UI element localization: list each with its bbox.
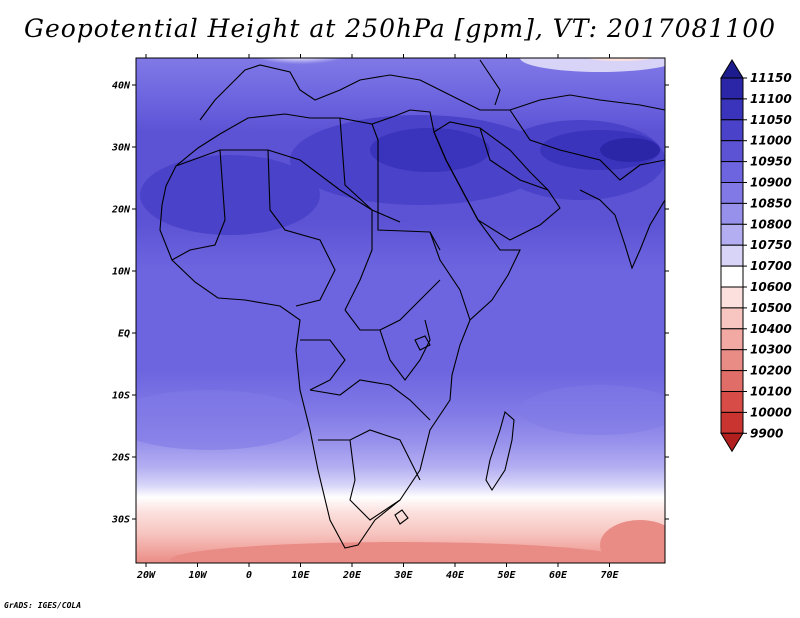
colorbar-swatch — [720, 286, 744, 309]
colorbar-label: 11000 — [750, 134, 792, 148]
map-title: Geopotential Height at 250hPa [gpm], VT:… — [23, 14, 777, 43]
colorbar-label: 10900 — [750, 176, 792, 190]
colorbar-label: 10100 — [750, 385, 792, 399]
lon-label: 20W — [136, 570, 156, 581]
border-6 — [429, 231, 471, 321]
lat-label: 20N — [111, 205, 131, 216]
lake-victoria — [414, 335, 431, 351]
madagascar — [485, 411, 515, 492]
contour-field — [136, 58, 665, 563]
southern-europe — [199, 64, 665, 121]
colorbar-top-arrow — [720, 59, 744, 79]
colorbar-swatch — [720, 411, 744, 434]
colorbar-label: 10400 — [750, 322, 792, 336]
lon-label: 40E — [446, 570, 465, 581]
lat-label: 40N — [112, 81, 131, 92]
lat-label: 10N — [112, 267, 131, 278]
colorbar-swatch — [720, 77, 744, 100]
border-14 — [509, 109, 665, 181]
lat-axis: 40N 30N 20N 10N EQ 10S 20S 30S — [111, 81, 669, 526]
lat-label: 10S — [112, 391, 130, 402]
border-7 — [344, 279, 441, 331]
colorbar: 11150 11100 11050 11000 10950 10900 10850 10800… — [720, 59, 792, 453]
colorbar-label: 10000 — [750, 405, 792, 419]
colorbar-label: 10850 — [750, 196, 792, 210]
border-10 — [349, 439, 401, 521]
colorbar-label: 10700 — [750, 259, 792, 273]
lon-label: 20E — [342, 570, 362, 581]
lon-label: 10W — [188, 570, 207, 581]
lat-label: 20S — [111, 453, 130, 464]
colorbar-swatch — [720, 349, 744, 372]
india — [579, 189, 665, 270]
lat-label: EQ — [118, 329, 130, 340]
colorbar-swatch — [720, 244, 744, 267]
colorbar-bottom-arrow — [720, 432, 744, 453]
lesotho — [394, 509, 409, 525]
lon-label: 50E — [497, 570, 516, 581]
coastlines-and-borders — [159, 59, 665, 549]
lon-label: 0 — [246, 570, 252, 581]
lon-label: 30E — [393, 570, 413, 581]
caspian — [479, 59, 501, 106]
border-2 — [171, 149, 226, 261]
colorbar-swatch — [720, 182, 744, 204]
colorbar-swatch — [720, 140, 744, 163]
border-11 — [300, 339, 346, 391]
colorbar-label: 10500 — [750, 301, 792, 315]
border-9 — [318, 429, 421, 481]
colorbar-label: 10600 — [750, 280, 792, 294]
border-5 — [371, 123, 441, 251]
lat-label: 30S — [111, 515, 130, 526]
africa-coastline — [159, 109, 521, 549]
border-13 — [479, 127, 549, 191]
lon-label: 70E — [600, 570, 619, 581]
colorbar-swatch — [720, 328, 744, 351]
colorbar-swatch — [720, 161, 744, 184]
colorbar-swatch — [720, 370, 744, 393]
border-3 — [267, 149, 336, 307]
colorbar-label: 11100 — [750, 92, 792, 106]
lon-label: 10E — [291, 570, 310, 581]
colorbar-swatch — [720, 265, 744, 288]
red-sea — [433, 131, 479, 221]
colorbar-label: 10200 — [750, 364, 792, 378]
colorbar-swatch — [720, 202, 744, 225]
colorbar-label: 10950 — [750, 155, 792, 169]
colorbar-label: 10300 — [750, 343, 792, 357]
colorbar-swatch — [720, 223, 744, 246]
credit-text: GrADS: IGES/COLA — [4, 601, 82, 610]
colorbar-swatch — [720, 119, 744, 142]
border-12 — [379, 319, 431, 381]
border-4 — [339, 117, 373, 311]
lon-label: 60E — [549, 570, 568, 581]
lon-axis: 20W 10W 0 10E 20E 30E 40E 50E 60E 70E — [136, 54, 620, 581]
colorbar-label: 11150 — [750, 71, 792, 85]
colorbar-label: 9900 — [750, 426, 783, 440]
colorbar-label: 11050 — [750, 113, 792, 127]
colorbar-swatch — [720, 391, 744, 413]
colorbar-label: 10750 — [750, 238, 792, 252]
colorbar-label: 10800 — [750, 217, 792, 231]
colorbar-swatch — [720, 98, 744, 121]
plot-frame — [135, 57, 666, 564]
colorbar-swatch — [720, 307, 744, 330]
border-8 — [309, 379, 431, 421]
lat-label: 30N — [111, 143, 131, 154]
